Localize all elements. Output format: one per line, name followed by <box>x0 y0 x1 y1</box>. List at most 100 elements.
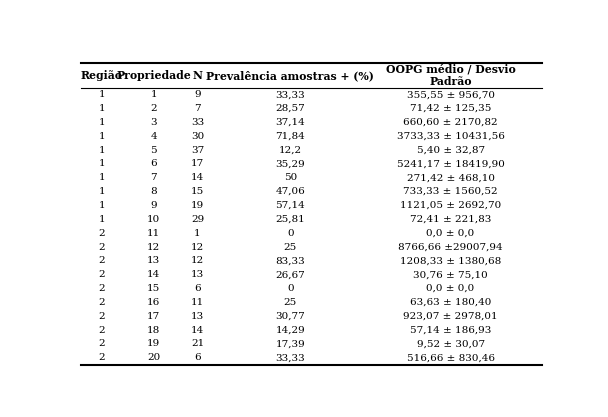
Text: 19: 19 <box>147 339 161 349</box>
Text: 17: 17 <box>191 159 204 168</box>
Text: 30,76 ± 75,10: 30,76 ± 75,10 <box>413 270 488 279</box>
Text: 71,84: 71,84 <box>275 132 305 141</box>
Text: 21: 21 <box>191 339 204 349</box>
Text: 4: 4 <box>150 132 157 141</box>
Text: 57,14: 57,14 <box>275 201 305 210</box>
Text: 33,33: 33,33 <box>275 353 305 362</box>
Text: 25,81: 25,81 <box>275 215 305 224</box>
Text: 1: 1 <box>98 215 105 224</box>
Text: 1: 1 <box>98 132 105 141</box>
Text: 12: 12 <box>191 243 204 251</box>
Text: 1: 1 <box>98 201 105 210</box>
Text: 18: 18 <box>147 326 161 334</box>
Text: 30,77: 30,77 <box>275 312 305 321</box>
Text: 2: 2 <box>150 104 157 113</box>
Text: 15: 15 <box>147 284 161 293</box>
Text: 2: 2 <box>98 326 105 334</box>
Text: 28,57: 28,57 <box>275 104 305 113</box>
Text: 923,07 ± 2978,01: 923,07 ± 2978,01 <box>403 312 498 321</box>
Text: 1: 1 <box>195 229 201 238</box>
Text: 1208,33 ± 1380,68: 1208,33 ± 1380,68 <box>400 256 501 265</box>
Text: 2: 2 <box>98 243 105 251</box>
Text: 5,40 ± 32,87: 5,40 ± 32,87 <box>416 146 485 155</box>
Text: 33,33: 33,33 <box>275 90 305 99</box>
Text: 7: 7 <box>150 173 157 182</box>
Text: 11: 11 <box>191 298 204 307</box>
Text: 13: 13 <box>191 312 204 321</box>
Text: 29: 29 <box>191 215 204 224</box>
Text: Prevalência amostras + (%): Prevalência amostras + (%) <box>207 70 375 81</box>
Text: Região: Região <box>81 70 123 81</box>
Text: 17: 17 <box>147 312 161 321</box>
Text: 16: 16 <box>147 298 161 307</box>
Text: 5: 5 <box>150 146 157 155</box>
Text: 1: 1 <box>98 118 105 127</box>
Text: 5241,17 ± 18419,90: 5241,17 ± 18419,90 <box>396 159 505 168</box>
Text: 7: 7 <box>195 104 201 113</box>
Text: 14,29: 14,29 <box>275 326 305 334</box>
Text: 71,42 ± 125,35: 71,42 ± 125,35 <box>410 104 491 113</box>
Text: 10: 10 <box>147 215 161 224</box>
Text: 14: 14 <box>147 270 161 279</box>
Text: 13: 13 <box>191 270 204 279</box>
Text: 1: 1 <box>98 173 105 182</box>
Text: N: N <box>193 70 202 81</box>
Text: 37: 37 <box>191 146 204 155</box>
Text: 0,0 ± 0,0: 0,0 ± 0,0 <box>426 284 475 293</box>
Text: 9,52 ± 30,07: 9,52 ± 30,07 <box>416 339 485 349</box>
Text: 33: 33 <box>191 118 204 127</box>
Text: 2: 2 <box>98 229 105 238</box>
Text: 50: 50 <box>284 173 297 182</box>
Text: 6: 6 <box>195 353 201 362</box>
Text: 3733,33 ± 10431,56: 3733,33 ± 10431,56 <box>396 132 505 141</box>
Text: 47,06: 47,06 <box>275 187 305 196</box>
Text: 15: 15 <box>191 187 204 196</box>
Text: 1: 1 <box>98 90 105 99</box>
Text: 25: 25 <box>284 298 297 307</box>
Text: 20: 20 <box>147 353 161 362</box>
Text: 1: 1 <box>98 159 105 168</box>
Text: 2: 2 <box>98 270 105 279</box>
Text: 3: 3 <box>150 118 157 127</box>
Text: 13: 13 <box>147 256 161 265</box>
Text: 19: 19 <box>191 201 204 210</box>
Text: 2: 2 <box>98 339 105 349</box>
Text: 12: 12 <box>147 243 161 251</box>
Text: OOPG médio / Desvio
Padrão: OOPG médio / Desvio Padrão <box>385 63 516 87</box>
Text: 35,29: 35,29 <box>275 159 305 168</box>
Text: 9: 9 <box>195 90 201 99</box>
Text: 12: 12 <box>191 256 204 265</box>
Text: 12,2: 12,2 <box>279 146 302 155</box>
Text: 30: 30 <box>191 132 204 141</box>
Text: 8: 8 <box>150 187 157 196</box>
Text: 516,66 ± 830,46: 516,66 ± 830,46 <box>407 353 494 362</box>
Text: 1121,05 ± 2692,70: 1121,05 ± 2692,70 <box>400 201 501 210</box>
Text: 1: 1 <box>98 187 105 196</box>
Text: 9: 9 <box>150 201 157 210</box>
Text: Propriedade: Propriedade <box>116 70 191 81</box>
Text: 1: 1 <box>98 146 105 155</box>
Text: 2: 2 <box>98 256 105 265</box>
Text: 0,0 ± 0,0: 0,0 ± 0,0 <box>426 229 475 238</box>
Text: 72,41 ± 221,83: 72,41 ± 221,83 <box>410 215 491 224</box>
Text: 1: 1 <box>150 90 157 99</box>
Text: 733,33 ± 1560,52: 733,33 ± 1560,52 <box>403 187 498 196</box>
Text: 57,14 ± 186,93: 57,14 ± 186,93 <box>410 326 491 334</box>
Text: 0: 0 <box>287 284 294 293</box>
Text: 83,33: 83,33 <box>275 256 305 265</box>
Text: 2: 2 <box>98 298 105 307</box>
Text: 25: 25 <box>284 243 297 251</box>
Text: 63,63 ± 180,40: 63,63 ± 180,40 <box>410 298 491 307</box>
Text: 17,39: 17,39 <box>275 339 305 349</box>
Text: 26,67: 26,67 <box>275 270 305 279</box>
Text: 0: 0 <box>287 229 294 238</box>
Text: 37,14: 37,14 <box>275 118 305 127</box>
Text: 6: 6 <box>150 159 157 168</box>
Text: 14: 14 <box>191 173 204 182</box>
Text: 660,60 ± 2170,82: 660,60 ± 2170,82 <box>403 118 498 127</box>
Text: 1: 1 <box>98 104 105 113</box>
Text: 355,55 ± 956,70: 355,55 ± 956,70 <box>407 90 494 99</box>
Text: 6: 6 <box>195 284 201 293</box>
Text: 2: 2 <box>98 284 105 293</box>
Text: 8766,66 ±29007,94: 8766,66 ±29007,94 <box>398 243 503 251</box>
